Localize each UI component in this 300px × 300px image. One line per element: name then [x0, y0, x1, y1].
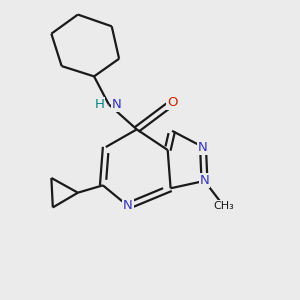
- Text: N: N: [198, 141, 208, 154]
- Text: CH₃: CH₃: [213, 201, 234, 211]
- Text: N: N: [200, 174, 209, 188]
- Text: O: O: [167, 96, 177, 110]
- Text: N: N: [112, 98, 122, 111]
- Text: N: N: [123, 200, 133, 212]
- Text: H: H: [94, 98, 104, 111]
